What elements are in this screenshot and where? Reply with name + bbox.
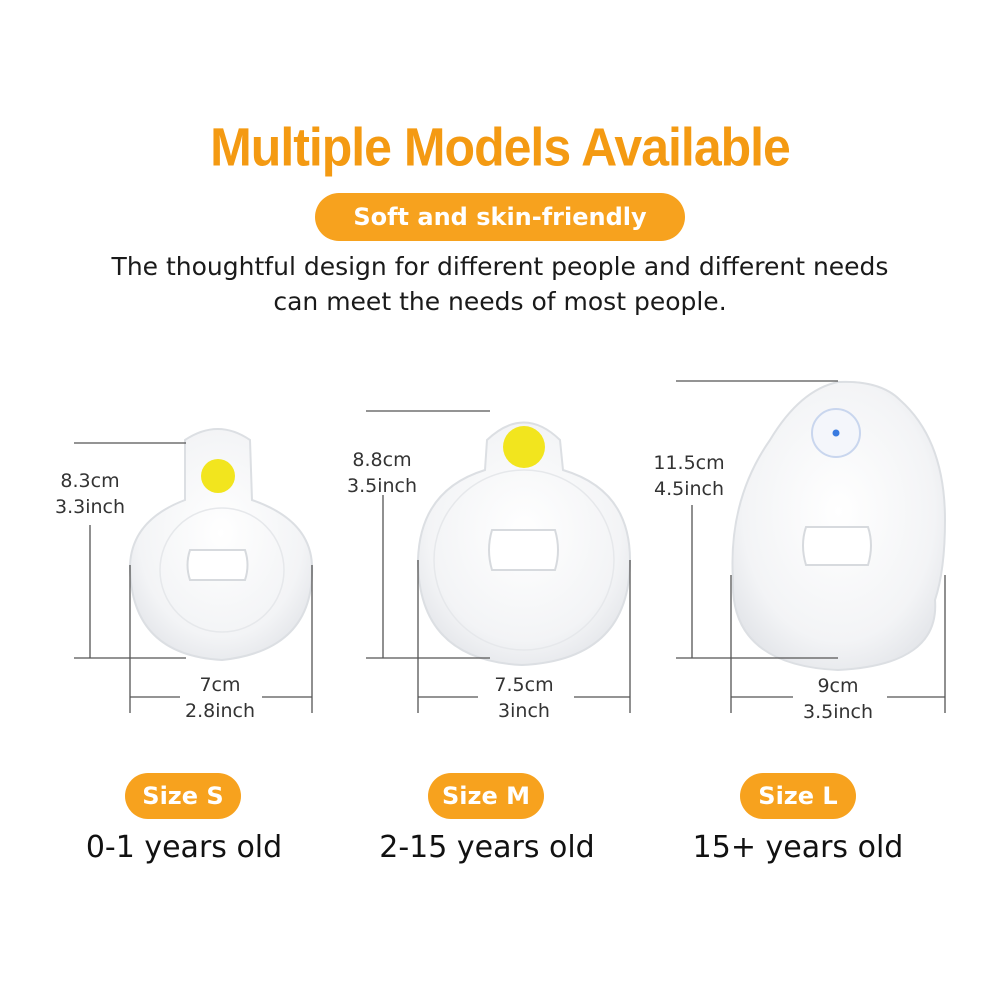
width-in-size-s: 2.8inch <box>184 700 256 722</box>
height-in-size-m: 3.5inch <box>346 475 418 497</box>
description-line-2: can meet the needs of most people. <box>273 287 727 316</box>
subtitle-badge: Soft and skin-friendly <box>315 193 685 241</box>
mask-s-color-dot <box>201 459 235 493</box>
width-cm-size-s: 7cm <box>199 674 241 696</box>
dims-size-l <box>676 380 946 713</box>
age-size-m: 2-15 years old <box>379 830 595 865</box>
description-line-1: The thoughtful design for different peop… <box>111 252 889 281</box>
height-cm-size-m: 8.8cm <box>352 449 412 471</box>
size-badge-l: Size L <box>740 773 856 819</box>
mask-size-s <box>128 428 314 662</box>
width-in-size-m: 3inch <box>498 700 550 722</box>
age-size-l: 15+ years old <box>692 830 904 865</box>
height-in-size-l: 4.5inch <box>653 478 725 500</box>
width-size-l: 9cm 3.5inch <box>788 673 888 725</box>
height-in-size-s: 3.3inch <box>54 496 126 518</box>
mask-m-color-dot <box>503 426 545 468</box>
size-badge-s: Size S <box>125 773 241 819</box>
mask-size-l <box>731 380 947 672</box>
mask-size-m <box>416 421 632 667</box>
dims-size-s <box>74 442 313 713</box>
width-size-s: 7cm 2.8inch <box>170 672 270 724</box>
width-size-m: 7.5cm 3inch <box>474 672 574 724</box>
width-cm-size-l: 9cm <box>817 675 859 697</box>
width-in-size-l: 3.5inch <box>802 701 874 723</box>
height-cm-size-s: 8.3cm <box>60 470 120 492</box>
size-badge-m: Size M <box>428 773 544 819</box>
mask-l-color-dot <box>832 429 840 437</box>
height-size-m: 8.8cm 3.5inch <box>332 447 432 499</box>
age-size-s: 0-1 years old <box>85 830 283 865</box>
page-title: Multiple Models Available <box>210 116 791 178</box>
height-size-s: 8.3cm 3.3inch <box>40 468 140 520</box>
height-size-l: 11.5cm 4.5inch <box>639 450 739 502</box>
dims-size-m <box>366 410 631 713</box>
width-cm-size-m: 7.5cm <box>494 674 554 696</box>
height-cm-size-l: 11.5cm <box>653 452 725 474</box>
